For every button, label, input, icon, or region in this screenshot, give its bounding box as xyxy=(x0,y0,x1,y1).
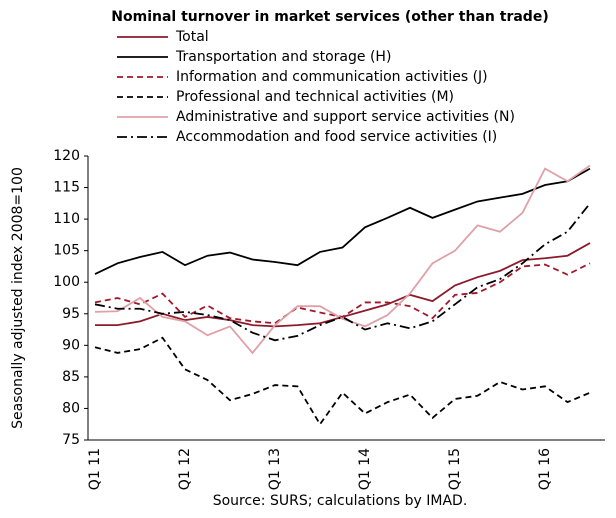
y-tick-label: 80 xyxy=(62,400,80,416)
legend-label: Transportation and storage (H) xyxy=(175,49,391,65)
x-tick-label: Q1 12 xyxy=(177,448,193,490)
chart-title: Nominal turnover in market services (oth… xyxy=(111,9,548,25)
y-tick-label: 90 xyxy=(62,337,80,353)
x-tick-label: Q1 13 xyxy=(267,448,283,490)
source-note: Source: SURS; calculations by IMAD. xyxy=(213,493,468,509)
legend-label: Accommodation and food service activitie… xyxy=(176,129,497,145)
series-line xyxy=(94,202,591,342)
y-tick-label: 110 xyxy=(53,211,80,227)
x-tick-label: Q1 16 xyxy=(537,448,553,490)
legend-label: Total xyxy=(175,29,209,45)
series-line xyxy=(94,262,591,325)
y-tick-label: 75 xyxy=(62,432,80,448)
y-tick-label: 85 xyxy=(62,369,80,385)
y-tick-label: 105 xyxy=(53,243,80,259)
y-tick-label: 115 xyxy=(53,180,80,196)
y-tick-label: 95 xyxy=(62,306,80,322)
x-tick-label: Q1 15 xyxy=(447,448,463,490)
x-tick-label: Q1 11 xyxy=(87,448,103,490)
legend-label: Professional and technical activities (M… xyxy=(176,89,454,105)
legend-label: Administrative and support service activ… xyxy=(176,109,515,125)
series-line xyxy=(94,167,591,275)
series-line xyxy=(94,336,591,426)
x-tick-label: Q1 14 xyxy=(357,448,373,490)
y-tick-label: 120 xyxy=(53,148,80,164)
y-axis-label: Seasonally adjusted index 2008=100 xyxy=(10,167,26,429)
legend-label: Information and communication activities… xyxy=(176,69,488,85)
series-line xyxy=(94,164,591,355)
y-tick-label: 100 xyxy=(53,274,80,290)
